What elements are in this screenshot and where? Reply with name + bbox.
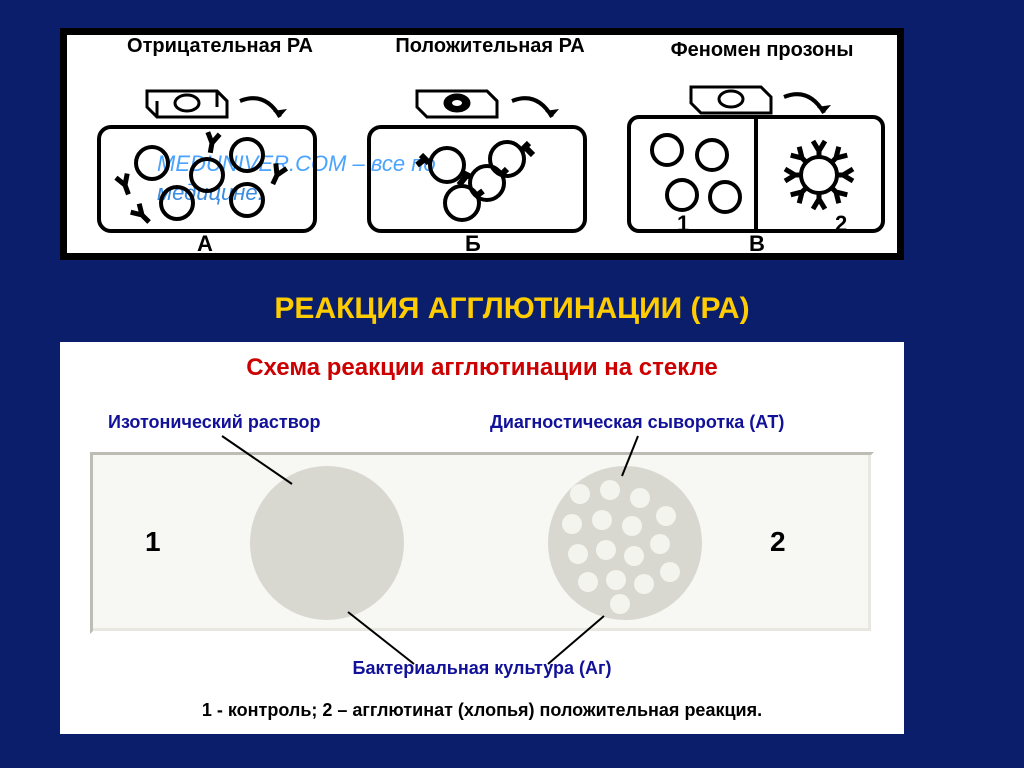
letter-a: А [197,231,213,257]
col1-header: Отрицательная РА [105,35,335,58]
footnote: 1 - контроль; 2 – агглютинат (хлопья) по… [60,700,904,721]
top-diagram-panel: Отрицательная РА Положительная РА Феноме… [60,28,904,260]
main-title: РЕАКЦИЯ АГГЛЮТИНАЦИИ (РА) [0,292,1024,326]
slide-icon-v [683,79,779,117]
sub-num-1: 1 [677,211,689,237]
sub-num-2: 2 [835,211,847,237]
letter-b: Б [465,231,481,257]
col2-header: Положительная РА [375,35,605,58]
col3-header: Феномен прозоны [647,39,877,62]
letter-v: В [749,231,765,257]
slide-icon-b [409,83,505,121]
box-a [97,125,317,233]
bottom-panel: Схема реакции агглютинации на стекле Изо… [60,342,904,734]
bact-label: Бактериальная культура (Аг) [60,658,904,679]
box-b [367,125,587,233]
slide-icon-a [139,83,235,121]
